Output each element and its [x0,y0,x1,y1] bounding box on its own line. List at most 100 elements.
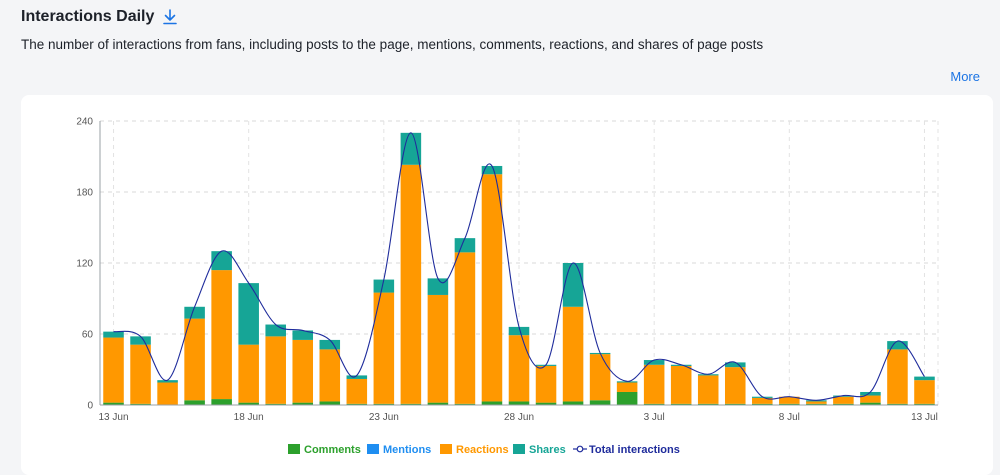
chart-description: The number of interactions from fans, in… [21,37,764,52]
bar-reactions [535,365,557,403]
bar-shares [319,339,341,350]
bar-comments [184,400,205,405]
interactions-chart: 0 60 120 180 240 13 Jun 18 Jun 23 Jun 28 Jun 3 Ju… [76,117,939,456]
bar-reactions [724,367,746,404]
bar-shares [373,279,395,293]
legend-swatch-shares [513,444,525,454]
bar-shares [670,364,692,366]
bar-comments [724,403,746,405]
bar-reactions [508,335,530,402]
bar-reactions [130,344,151,404]
x-tick-label: 13 Jun [99,412,129,423]
bar-shares [211,251,232,271]
bar-reactions [806,401,827,404]
bar-shares [508,326,530,336]
chart-card: 0 60 120 180 240 13 Jun 18 Jun 23 Jun 28 Jun 3 Ju… [21,95,993,475]
page-title: Interactions Daily [21,8,155,25]
bar-comments [752,403,773,405]
bar-shares [454,238,476,253]
bar-comments [427,402,449,405]
legend-label: Mentions [383,444,431,456]
bar-shares [238,283,259,345]
bar-shares [914,376,935,381]
bar-shares [292,330,314,340]
bar-reactions [292,339,314,403]
legend-swatch-comments [288,444,300,454]
legend-label: Reactions [456,444,509,456]
bar-comments [616,391,638,405]
y-tick-label: 60 [82,330,94,341]
x-tick-label: 18 Jun [234,412,264,423]
bar-comments [914,403,935,405]
bar-comments [643,403,665,405]
bar-shares [697,374,719,376]
bar-reactions [427,294,449,403]
bar-reactions [211,270,232,400]
bar-comments [454,403,476,405]
bar-reactions [265,336,286,404]
bar-reactions [454,252,476,404]
bar-reactions [184,318,205,401]
bar-comments [860,402,881,405]
bar-comments [589,400,611,405]
bar-reactions [238,344,259,403]
bar-shares [400,132,422,165]
bar-reactions [833,396,854,404]
x-tick-label: 8 Jul [779,412,800,423]
x-tick-label: 3 Jul [644,412,665,423]
bar-comments [779,403,800,405]
bar-shares [860,391,881,396]
bar-shares [616,381,638,383]
legend-label: Comments [304,444,361,456]
bar-reactions [373,292,395,404]
bar-reactions [481,174,503,402]
bar-shares [157,380,178,383]
total-interactions-line [113,132,925,401]
bar-reactions [860,395,881,403]
bar-reactions [887,349,908,404]
bar-comments [697,403,719,405]
x-tick-label: 23 Jun [369,412,399,423]
bar-reactions [616,382,638,392]
download-icon[interactable] [162,9,178,25]
bar-comments [103,402,124,405]
bar-reactions [914,380,935,404]
bar-shares [481,165,503,175]
bar-shares [833,395,854,397]
bar-comments [481,401,503,405]
bar-shares [887,341,908,350]
y-tick-label: 180 [76,188,93,199]
bar-reactions [643,364,665,404]
bar-reactions [157,382,178,405]
bar-comments [292,402,314,405]
bar-reactions [670,365,692,404]
legend-label: Shares [529,444,566,456]
legend-marker-total [576,445,584,453]
x-tick-label: 13 Jul [911,412,938,423]
bar-comments [373,403,395,405]
bar-reactions [319,349,341,402]
bar-reactions [400,164,422,404]
bar-comments [508,401,530,405]
y-tick-label: 0 [87,401,93,412]
bar-reactions [103,337,124,403]
bar-comments [562,401,584,405]
bar-comments [265,403,286,405]
bar-reactions [562,306,584,402]
bar-comments [319,401,341,405]
y-tick-label: 240 [76,117,93,128]
bar-comments [400,403,422,405]
more-link[interactable]: More [950,69,980,84]
bar-comments [833,403,854,405]
bar-reactions [779,396,800,404]
bar-shares [130,336,151,345]
bar-shares [184,306,205,319]
bar-shares [643,360,665,365]
bar-shares [562,263,584,307]
bar-reactions [589,354,611,401]
legend-label: Total interactions [589,444,680,456]
y-tick-label: 120 [76,259,93,270]
x-tick-label: 28 Jun [504,412,534,423]
bar-comments [806,403,827,405]
legend-swatch-mentions [367,444,379,454]
